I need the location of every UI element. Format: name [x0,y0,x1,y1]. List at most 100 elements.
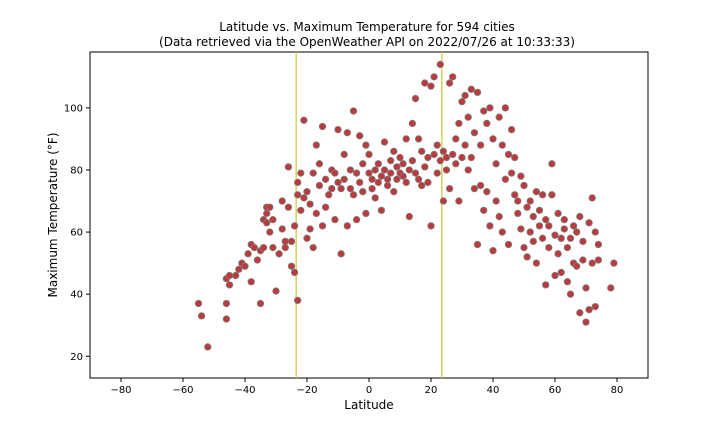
data-point [560,225,568,233]
data-point [418,147,426,156]
data-point [480,107,488,115]
x-tick-label: 80 [611,385,624,396]
data-point [514,197,522,205]
data-point [449,150,457,159]
data-point [222,315,231,323]
data-point [343,129,351,137]
data-point [520,243,528,252]
data-point [411,169,420,177]
data-point [467,153,475,162]
data-point [402,178,410,187]
data-point [538,191,547,199]
data-point [579,256,587,264]
data-point [380,166,389,174]
data-point [492,197,500,205]
data-point [557,234,565,242]
data-point [442,166,451,174]
data-point [486,222,494,230]
data-point [439,197,448,205]
data-point [445,184,454,193]
data-point [377,206,386,214]
data-point [414,175,423,183]
data-point [256,299,265,308]
data-point [300,116,308,124]
data-point [476,141,485,149]
x-tick-label: −20 [296,385,317,396]
data-point [430,150,438,159]
data-point [343,222,351,230]
data-point [247,278,255,286]
data-point [560,216,568,224]
data-point [591,302,599,311]
data-point [374,160,382,168]
data-point [449,73,457,81]
data-point [421,79,429,87]
data-point [250,243,258,252]
data-point [545,243,553,252]
data-point [362,141,370,149]
data-point [222,299,231,308]
x-tick-label: 60 [549,385,562,396]
data-point [464,166,472,174]
data-point [408,157,417,165]
data-point [514,209,522,218]
data-point [340,150,348,159]
data-point [241,262,249,270]
data-point [427,222,435,230]
data-point [197,312,206,320]
data-point [610,259,618,267]
data-point [511,191,519,199]
data-point [507,125,516,134]
data-point [439,147,448,156]
data-point [272,287,280,295]
data-point [235,265,243,273]
data-point [501,175,510,183]
data-point [464,113,472,121]
data-point [315,181,324,190]
data-point [548,191,556,199]
data-point [340,175,348,183]
data-point [532,188,541,196]
data-point [489,247,497,255]
data-point [470,184,479,193]
x-tick-label: 40 [487,385,500,396]
data-point [383,175,392,183]
data-point [294,178,302,187]
data-point [297,206,305,214]
data-point [483,188,491,196]
data-point [281,243,289,252]
data-point [359,160,367,168]
data-point [579,237,587,246]
data-point [405,212,413,221]
data-point [476,181,485,190]
data-point [436,60,444,69]
data-point [473,240,482,249]
x-tick-label: 20 [425,385,438,396]
data-point [306,200,314,208]
data-point [573,262,581,270]
data-point [492,160,500,168]
data-point [312,209,320,218]
data-point [526,228,534,236]
data-point [253,256,262,264]
data-points [194,60,618,351]
data-point [504,240,513,249]
data-point [321,203,330,211]
data-point [349,107,358,115]
data-point [535,222,544,230]
data-point [269,243,277,252]
data-point [368,184,376,193]
data-point [259,243,268,252]
data-point [495,113,503,121]
data-point [380,138,389,146]
data-point [563,243,572,252]
data-point [461,91,469,100]
data-point [334,125,342,134]
data-point [557,268,565,277]
x-tick-label: 0 [366,385,372,396]
data-point [551,231,559,239]
data-point [607,284,615,292]
chart-title-line2: (Data retrieved via the OpenWeather API … [159,35,575,49]
data-point [284,203,293,211]
